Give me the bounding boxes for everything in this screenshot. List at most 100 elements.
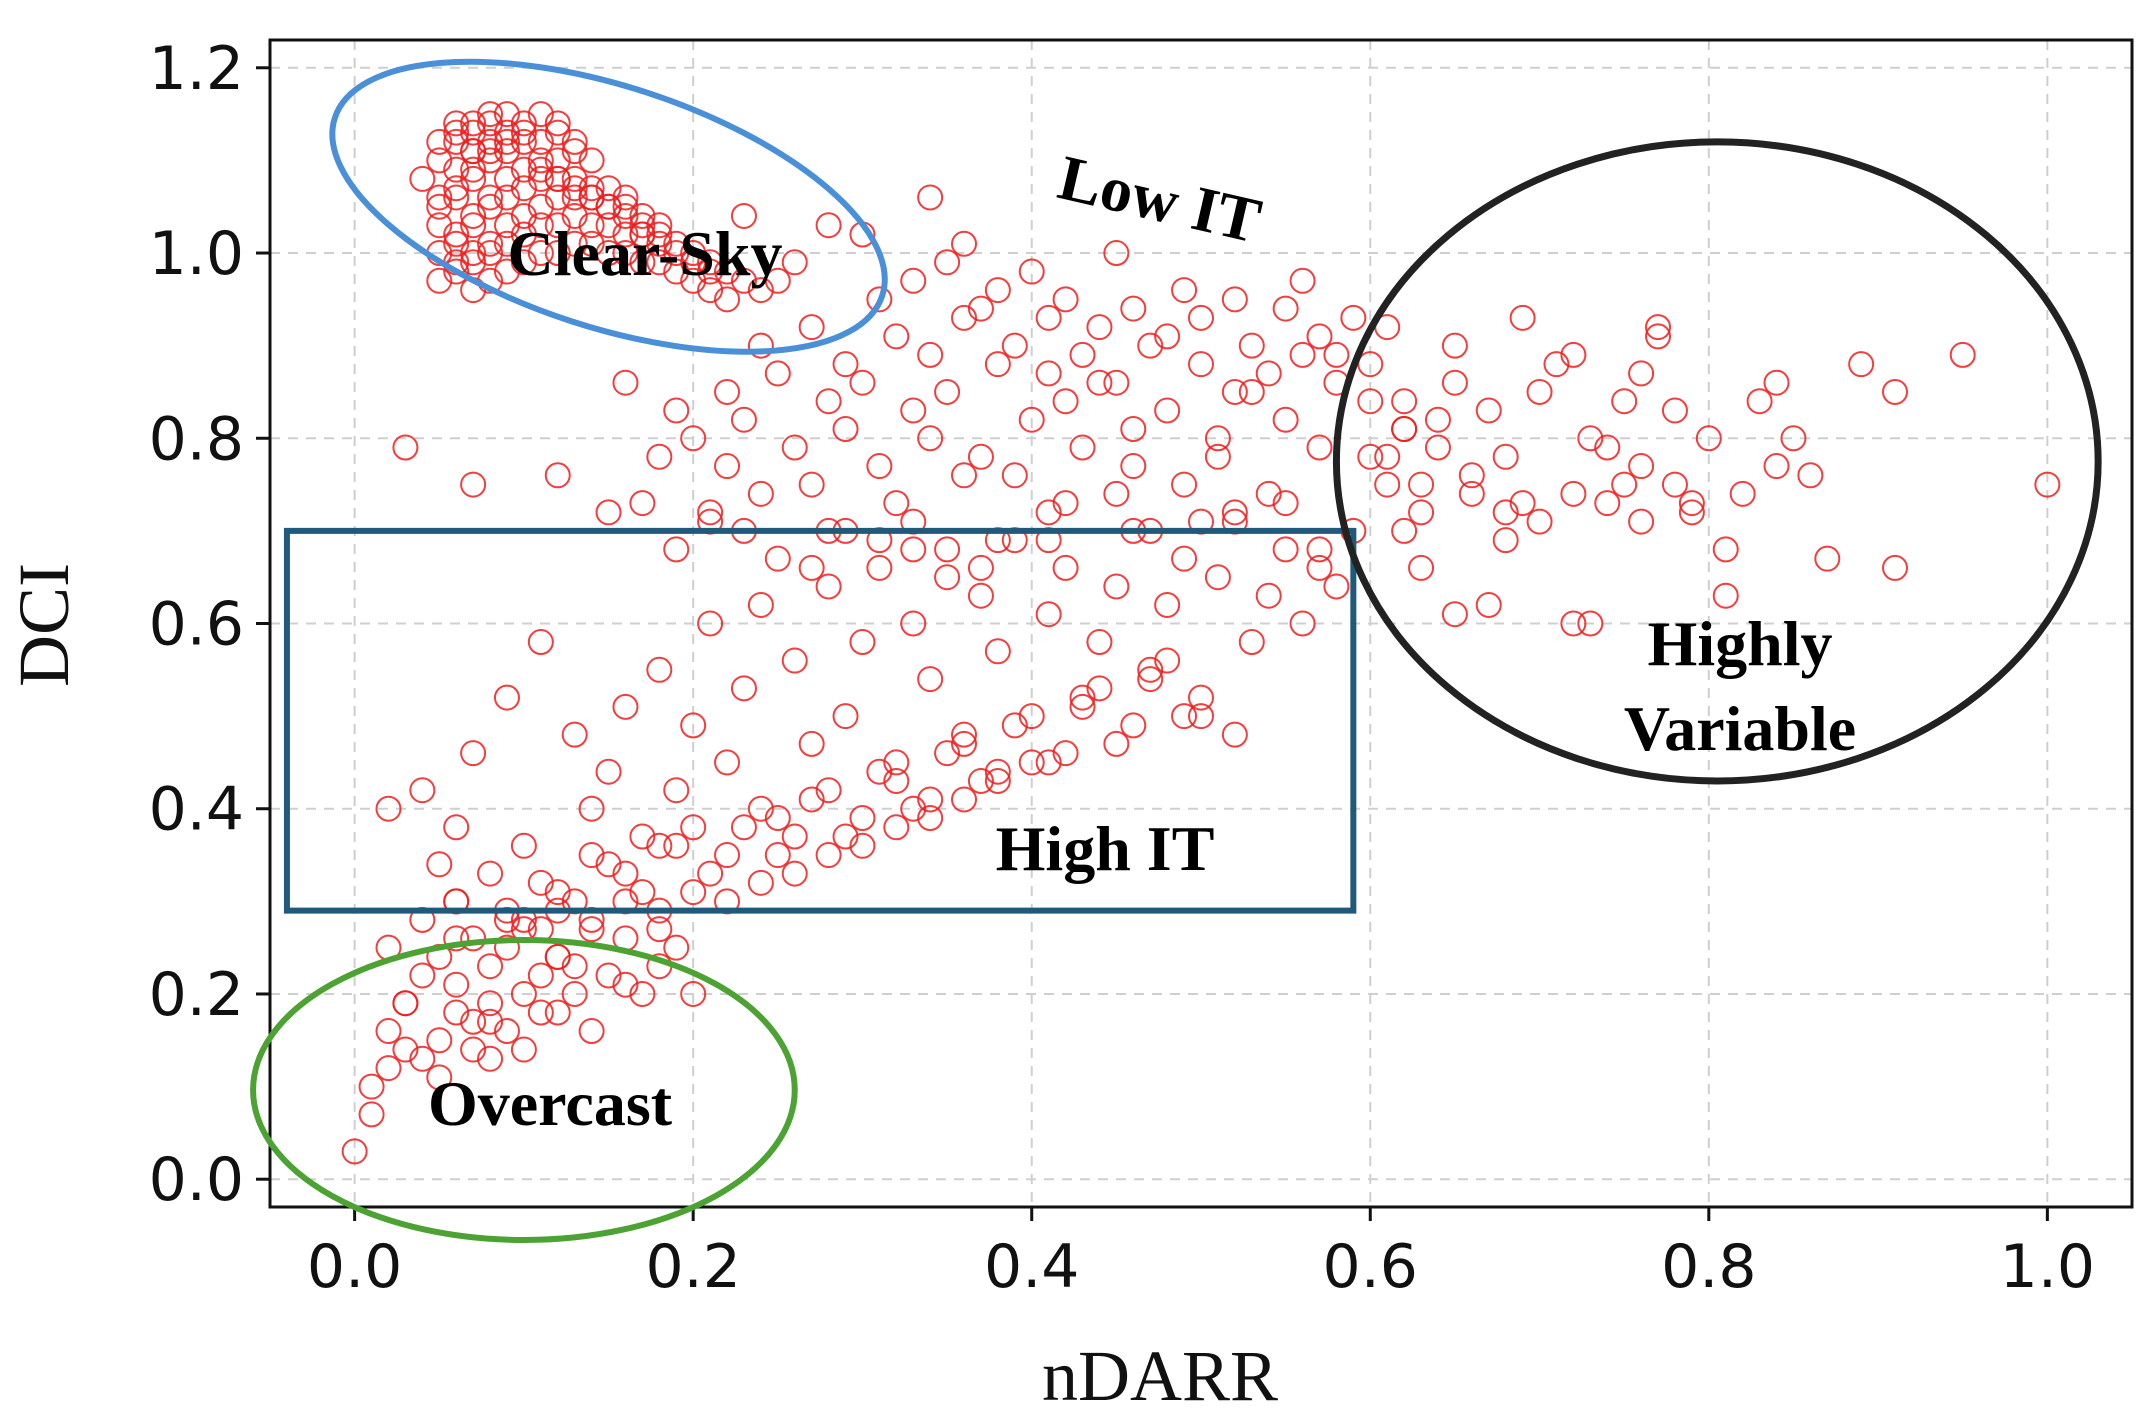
data-point xyxy=(1137,656,1164,683)
data-point xyxy=(612,971,639,998)
data-point xyxy=(1391,416,1418,442)
data-point xyxy=(443,175,470,202)
data-point xyxy=(1374,471,1401,498)
data-point xyxy=(1103,240,1130,267)
data-point xyxy=(1628,508,1655,535)
data-point xyxy=(460,249,487,276)
data-point xyxy=(883,323,910,350)
data-point xyxy=(1171,703,1198,730)
data-point xyxy=(1171,471,1198,498)
data-point xyxy=(612,240,639,267)
data-point xyxy=(409,1045,436,1072)
data-point xyxy=(544,240,571,267)
data-point xyxy=(680,249,707,276)
data-point xyxy=(477,230,504,257)
data-point xyxy=(1408,554,1435,581)
data-point xyxy=(1238,378,1265,405)
data-point xyxy=(460,925,487,952)
ticks-layer: 0.0 0.2 0.4 0.6 0.8 1.0 0.0 0.2 0.4 0.6 0.8 1.0 1.2 xyxy=(149,34,2095,1302)
data-point xyxy=(781,434,808,461)
x-tick-label: 1.0 xyxy=(2000,1232,2095,1302)
data-point xyxy=(527,165,554,192)
data-point xyxy=(798,730,825,757)
data-point xyxy=(477,990,504,1017)
data-point xyxy=(2034,471,2061,498)
data-point xyxy=(747,332,774,359)
y-axis-title: DCI xyxy=(4,563,84,687)
data-point xyxy=(951,786,978,813)
data-point xyxy=(747,480,774,507)
data-point xyxy=(1374,443,1401,470)
data-point xyxy=(1086,369,1113,396)
data-point xyxy=(747,277,774,304)
data-point xyxy=(1560,341,1587,368)
data-point xyxy=(510,832,537,859)
data-point xyxy=(1611,471,1638,498)
data-point xyxy=(1154,323,1181,350)
data-point xyxy=(1645,323,1672,350)
data-point xyxy=(849,805,876,831)
data-point xyxy=(917,786,944,813)
data-point xyxy=(595,758,622,785)
data-point xyxy=(477,110,504,137)
data-point xyxy=(747,795,774,822)
data-point xyxy=(832,703,859,730)
data-point xyxy=(984,758,1011,785)
data-point xyxy=(578,1018,605,1045)
data-point xyxy=(1086,675,1113,702)
data-point xyxy=(714,749,741,776)
data-point xyxy=(527,212,554,239)
data-point xyxy=(375,795,402,822)
data-point xyxy=(1272,536,1299,563)
data-point xyxy=(1340,304,1367,331)
data-point xyxy=(1103,480,1130,507)
data-point xyxy=(798,554,825,581)
clear-sky-label: Clear-Sky xyxy=(508,218,783,289)
data-point xyxy=(680,879,707,906)
data-point xyxy=(730,202,757,229)
data-point xyxy=(510,156,537,183)
data-point xyxy=(409,962,436,989)
data-point xyxy=(1645,314,1672,341)
data-point xyxy=(764,842,791,869)
data-point xyxy=(1035,499,1062,526)
data-point xyxy=(1424,434,1451,461)
data-point xyxy=(730,406,757,433)
data-point xyxy=(1120,295,1147,322)
data-point xyxy=(561,175,588,202)
highly-variable-label-line2: Variable xyxy=(1624,693,1856,764)
data-point xyxy=(883,814,910,841)
data-point xyxy=(1069,434,1096,461)
data-point xyxy=(544,110,571,137)
data-point xyxy=(527,962,554,989)
data-point xyxy=(477,147,504,174)
data-point xyxy=(815,777,842,804)
data-point xyxy=(697,499,724,526)
data-point xyxy=(1357,443,1384,470)
data-point xyxy=(443,221,470,248)
data-point xyxy=(747,591,774,618)
data-point xyxy=(883,749,910,776)
data-point xyxy=(900,610,927,637)
data-point xyxy=(697,277,724,304)
data-point xyxy=(764,267,791,294)
data-point xyxy=(883,767,910,794)
data-point xyxy=(527,147,554,174)
data-point xyxy=(1171,545,1198,572)
data-point xyxy=(697,860,724,887)
data-point xyxy=(714,378,741,405)
data-point xyxy=(1018,749,1045,776)
data-point xyxy=(815,573,842,600)
data-point xyxy=(1001,462,1028,489)
data-point xyxy=(1408,499,1435,526)
data-point xyxy=(443,184,470,211)
data-point xyxy=(1475,397,1502,424)
data-point xyxy=(1120,416,1147,442)
data-point xyxy=(477,1008,504,1035)
data-point xyxy=(1780,425,1807,452)
x-tick-label: 0.0 xyxy=(307,1232,402,1302)
data-point xyxy=(1272,295,1299,322)
data-point xyxy=(1577,610,1604,637)
data-point xyxy=(493,230,520,257)
data-point xyxy=(544,462,571,489)
